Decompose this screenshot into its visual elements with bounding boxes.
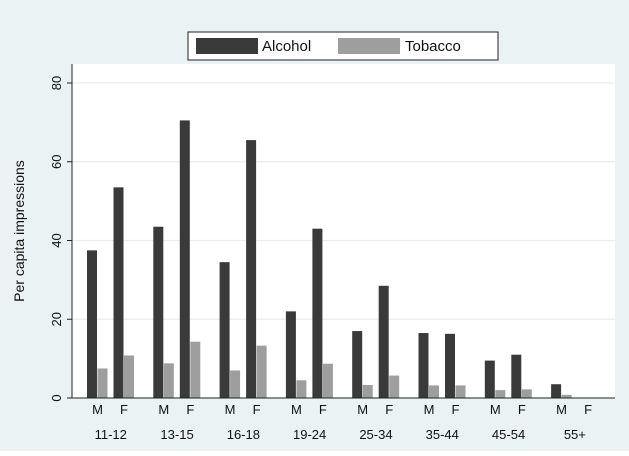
sex-label: F	[186, 402, 194, 417]
bar-tobacco-35-44-F	[455, 385, 466, 398]
bar-tobacco-19-24-F	[322, 363, 333, 398]
bar-tobacco-11-12-M	[97, 368, 108, 398]
age-group-label: 35-44	[426, 427, 459, 442]
legend-label-alcohol: Alcohol	[262, 38, 311, 55]
sex-label: F	[319, 402, 327, 417]
sex-label: M	[490, 402, 501, 417]
bar-tobacco-13-15-M	[163, 363, 174, 398]
sex-label: F	[452, 402, 460, 417]
sex-label: F	[253, 402, 261, 417]
bar-tobacco-16-18-F	[256, 345, 267, 398]
bar-alcohol-45-54-F	[511, 354, 522, 398]
x-axis-labels: M F 11-12 M F 13-15 M F 16-18 M F 19-24 M F 25-34 M F 35-…	[92, 402, 592, 442]
bar-alcohol-11-12-M	[87, 250, 97, 398]
y-axis-label: Per capita impressions	[11, 160, 27, 302]
sex-label: F	[518, 402, 526, 417]
bar-tobacco-55+-M	[561, 394, 572, 398]
bar-tobacco-45-54-M	[495, 390, 506, 398]
bar-tobacco-45-54-F	[521, 389, 532, 398]
bar-alcohol-25-34-M	[352, 331, 363, 398]
bar-alcohol-13-15-F	[179, 120, 190, 398]
y-tick-label: 0	[49, 394, 64, 401]
sex-label: F	[584, 402, 592, 417]
age-group-label: 11-12	[95, 427, 127, 442]
y-tick-label: 40	[49, 233, 64, 247]
bar-tobacco-25-34-M	[362, 385, 373, 398]
bar-tobacco-35-44-M	[429, 385, 439, 398]
y-tick-label: 20	[49, 312, 64, 326]
y-tick-label: 60	[49, 155, 64, 169]
legend-swatch-alcohol	[196, 38, 258, 54]
y-tick-label: 80	[49, 76, 64, 90]
bar-alcohol-45-54-M	[484, 360, 495, 398]
sex-label: M	[357, 402, 368, 417]
bar-alcohol-19-24-M	[285, 311, 296, 398]
sex-label: M	[158, 402, 169, 417]
bar-alcohol-13-15-M	[153, 226, 164, 398]
bar-alcohol-55+-M	[551, 384, 562, 398]
age-group-label: 16-18	[227, 427, 260, 442]
bar-tobacco-11-12-F	[124, 355, 134, 398]
age-group-label: 19-24	[293, 427, 326, 442]
age-group-label: 13-15	[160, 427, 193, 442]
age-group-label: 55+	[564, 427, 586, 442]
bar-alcohol-35-44-F	[445, 333, 455, 398]
sex-label: F	[120, 402, 128, 417]
bar-alcohol-25-34-F	[378, 285, 389, 398]
legend: Alcohol Tobacco	[187, 31, 499, 61]
sex-label: M	[291, 402, 302, 417]
sex-label: F	[385, 402, 393, 417]
bar-alcohol-11-12-F	[113, 187, 124, 398]
sex-label: M	[556, 402, 567, 417]
legend-label-tobacco: Tobacco	[405, 38, 461, 55]
sex-label: M	[225, 402, 236, 417]
bar-alcohol-16-18-M	[219, 262, 230, 398]
bar-alcohol-35-44-M	[418, 333, 429, 398]
sex-label: M	[424, 402, 435, 417]
bar-tobacco-16-18-M	[230, 370, 241, 398]
legend-swatch-tobacco	[338, 38, 400, 54]
y-axis-ticks: 0 20 40 60 80	[49, 76, 72, 402]
sex-label: M	[92, 402, 103, 417]
age-group-label: 45-54	[492, 427, 525, 442]
bar-tobacco-19-24-M	[296, 380, 307, 398]
age-group-label: 25-34	[359, 427, 392, 442]
bar-tobacco-25-34-F	[389, 375, 400, 398]
bar-alcohol-19-24-F	[312, 228, 323, 398]
bars	[87, 120, 572, 398]
bar-tobacco-13-15-F	[190, 341, 201, 398]
bar-alcohol-16-18-F	[246, 140, 257, 398]
